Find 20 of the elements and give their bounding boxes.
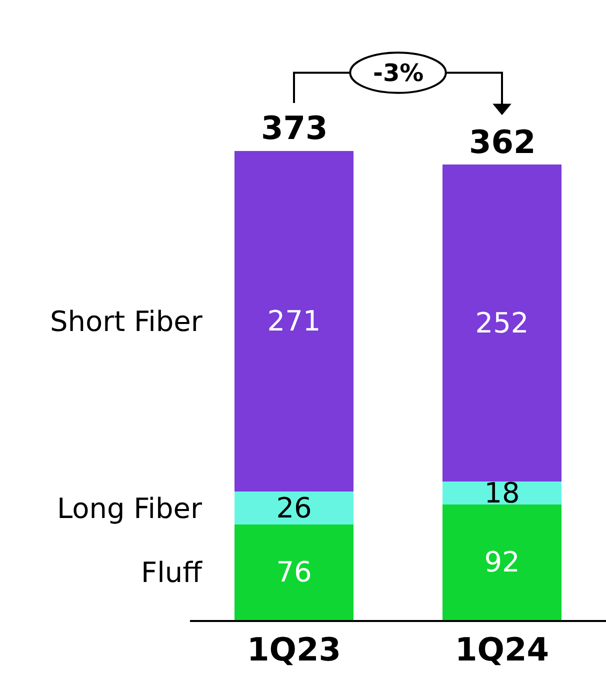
text: -3% [373, 59, 424, 87]
bar [442, 164, 562, 482]
x-tick-label: 1Q23 [247, 630, 341, 668]
data-label: 252 [475, 306, 529, 340]
data-label: 18 [484, 476, 520, 510]
bar [234, 524, 354, 620]
data-label: 271 [267, 304, 321, 338]
series-label: Long Fiber [57, 492, 203, 525]
bar [442, 504, 562, 620]
bar [234, 492, 354, 524]
total-label: 362 [469, 123, 536, 161]
bar [442, 482, 562, 504]
series-label: Short Fiber [50, 305, 203, 338]
series-label: Fluff [141, 556, 203, 589]
data-label: 76 [276, 556, 312, 589]
bar [234, 150, 354, 492]
data-label: 26 [276, 492, 312, 525]
data-label: 92 [484, 546, 520, 579]
total-label: 373 [261, 109, 328, 147]
x-tick-label: 1Q24 [455, 630, 549, 668]
